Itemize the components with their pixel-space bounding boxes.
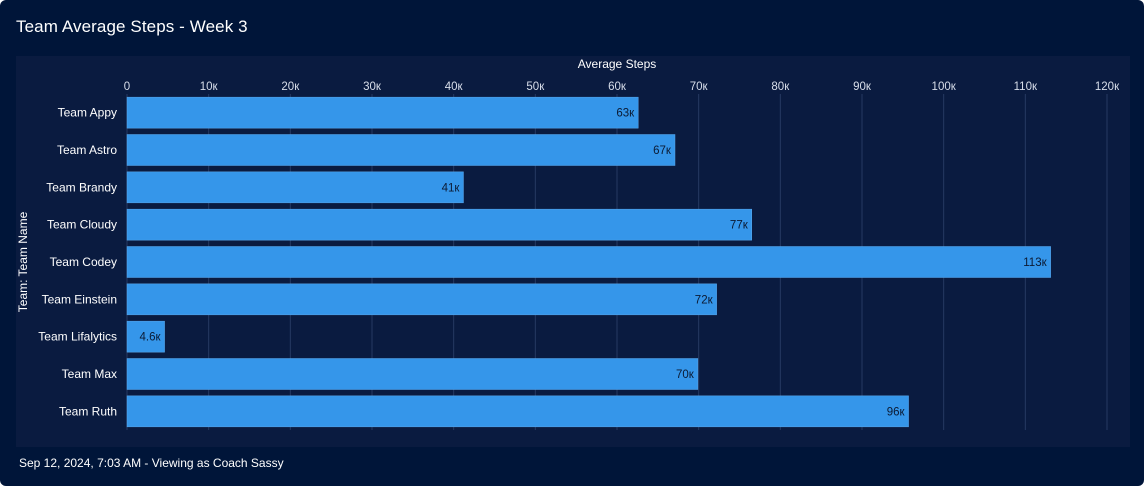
bar bbox=[126, 320, 165, 353]
bar-value-label: 41к bbox=[442, 182, 461, 194]
bar bbox=[126, 246, 1051, 278]
x-tick-label: 10к bbox=[200, 81, 219, 93]
x-tick-label: 110к bbox=[1014, 81, 1038, 93]
footer-timestamp: Sep 12, 2024, 7:03 AM - Viewing as Coach… bbox=[19, 456, 284, 470]
x-tick-label: 120к bbox=[1095, 81, 1120, 93]
category-label: Team Max bbox=[62, 367, 117, 381]
bar bbox=[126, 395, 909, 428]
category-label: Team Astro bbox=[57, 143, 117, 157]
bar-value-label: 63к bbox=[616, 108, 635, 120]
bar-value-label: 67к bbox=[653, 145, 672, 157]
bar-value-label: 77к bbox=[730, 220, 749, 232]
x-axis-title: Average Steps bbox=[578, 57, 657, 71]
x-tick-label: 50к bbox=[526, 81, 545, 93]
bar-value-label: 113к bbox=[1023, 257, 1047, 269]
x-tick-label: 0 bbox=[124, 81, 130, 93]
y-axis-title: Team: Team Name bbox=[16, 211, 30, 312]
category-label: Team Ruth bbox=[59, 404, 117, 418]
bar bbox=[126, 208, 752, 241]
category-label: Team Codey bbox=[50, 255, 117, 269]
x-tick-label: 80к bbox=[771, 81, 790, 93]
x-tick-label: 40к bbox=[445, 81, 464, 93]
chart-card: Team Average Steps - Week 3 0 10к 20к 30к 40… bbox=[0, 0, 1144, 486]
x-tick-label: 30к bbox=[363, 81, 382, 93]
bar bbox=[126, 96, 639, 129]
category-label: Team Appy bbox=[58, 106, 117, 120]
bar bbox=[126, 358, 699, 390]
labels: 0 10к 20к 30к 40к 50к 60к 70к 80к 90к 100к 110к 120к… bbox=[16, 57, 1120, 418]
bar-value-label: 4.6к bbox=[140, 332, 162, 344]
x-tick-label: 90к bbox=[853, 81, 872, 93]
bars bbox=[126, 96, 1051, 428]
category-label: Team Cloudy bbox=[47, 218, 117, 232]
category-label: Team Einstein bbox=[42, 292, 117, 306]
category-label: Team Brandy bbox=[46, 180, 117, 194]
x-tick-label: 20к bbox=[281, 81, 300, 93]
category-label: Team Lifalytics bbox=[38, 330, 117, 344]
bar-value-label: 70к bbox=[676, 369, 695, 381]
bar-value-label: 72к bbox=[695, 294, 714, 306]
x-tick-label: 100к bbox=[932, 81, 957, 93]
chart-title: Team Average Steps - Week 3 bbox=[16, 17, 248, 36]
bar-chart: 0 10к 20к 30к 40к 50к 60к 70к 80к 90к 100к 110к 120к… bbox=[16, 57, 1120, 430]
bar bbox=[126, 283, 717, 316]
bar bbox=[126, 171, 464, 204]
bar-value-label: 96к bbox=[887, 406, 906, 418]
x-tick-label: 70к bbox=[690, 81, 709, 93]
bar bbox=[126, 134, 676, 166]
x-tick-label: 60к bbox=[608, 81, 627, 93]
